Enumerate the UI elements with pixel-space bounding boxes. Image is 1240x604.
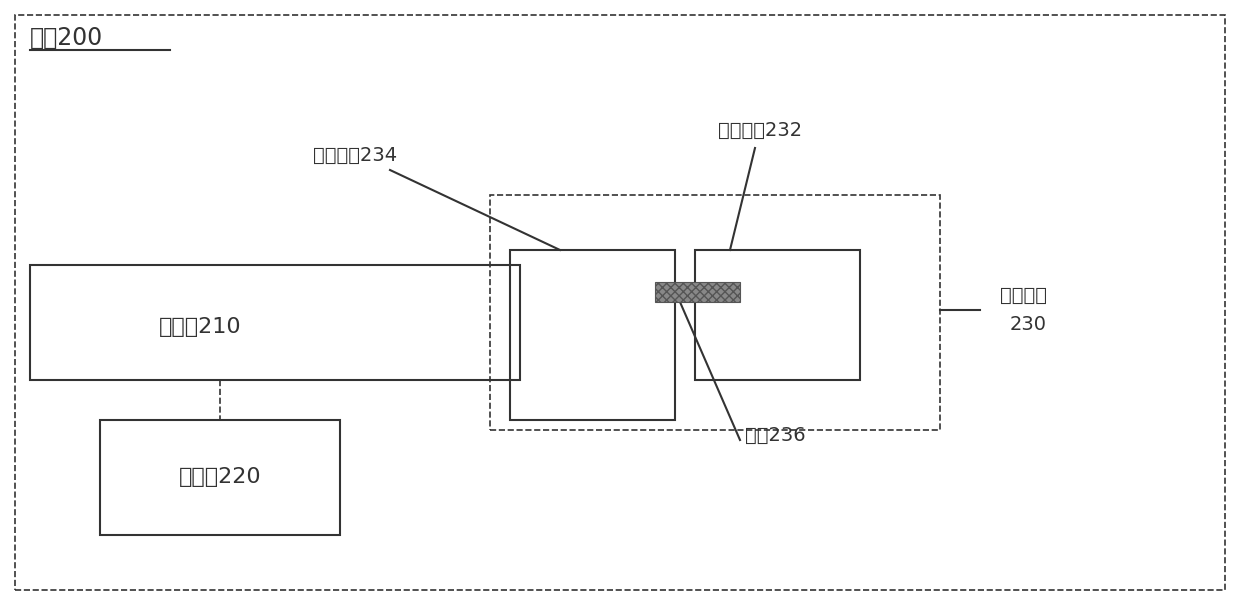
Bar	[655, 282, 740, 302]
Text: 控制器220: 控制器220	[179, 467, 262, 487]
Text: 终端200: 终端200	[30, 26, 103, 50]
Bar	[30, 265, 520, 380]
Bar	[510, 250, 675, 420]
Text: 检测电极232: 检测电极232	[718, 121, 802, 140]
Text: 230: 230	[1011, 315, 1047, 335]
Text: 触摸屏210: 触摸屏210	[159, 317, 242, 337]
Text: 感应电极234: 感应电极234	[312, 146, 397, 164]
Bar	[490, 195, 940, 430]
Text: 导线236: 导线236	[745, 425, 806, 445]
Bar	[100, 420, 340, 535]
Bar	[694, 250, 861, 380]
Text: 触控单元: 触控单元	[999, 286, 1047, 304]
